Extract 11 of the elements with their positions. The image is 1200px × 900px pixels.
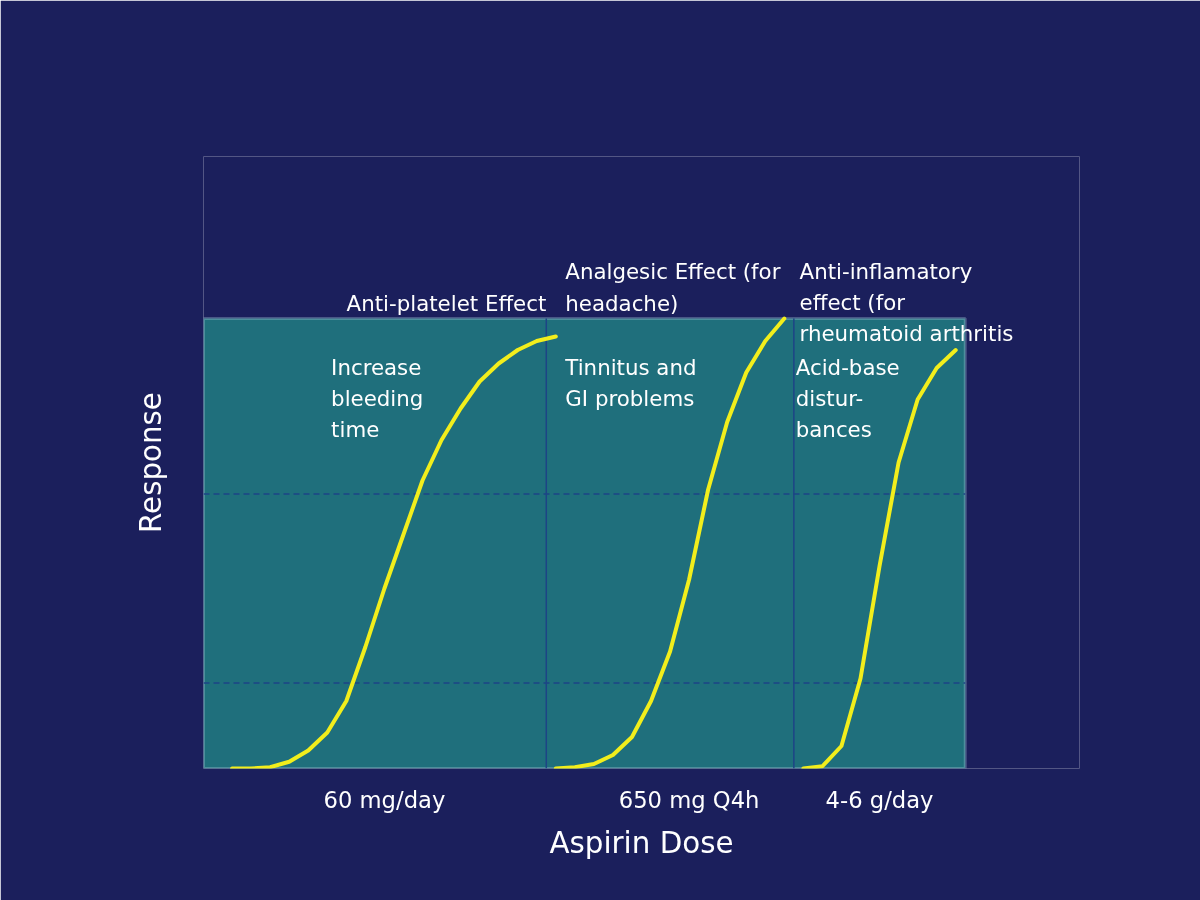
text: Anti-inflamatory effect (for rheumatoid arthritis <box>799 258 1014 346</box>
x-axis-title: Aspirin Dose <box>549 825 734 860</box>
x-tick-label: 650 mg Q4h <box>618 786 760 813</box>
series-label: Analgesic Effect (for headache) <box>565 259 781 316</box>
x-tick-label: 60 mg/day <box>323 786 446 813</box>
annotation: Acid-base distur-bances <box>795 354 900 442</box>
annotation: Tinnitus and GI problems <box>564 354 697 411</box>
series-label: Anti-platelet Effect <box>346 290 547 316</box>
annotation: Increase bleeding time <box>331 354 424 442</box>
x-tick-label: 4-6 g/day <box>825 786 934 813</box>
y-axis-title: Response <box>133 392 168 533</box>
